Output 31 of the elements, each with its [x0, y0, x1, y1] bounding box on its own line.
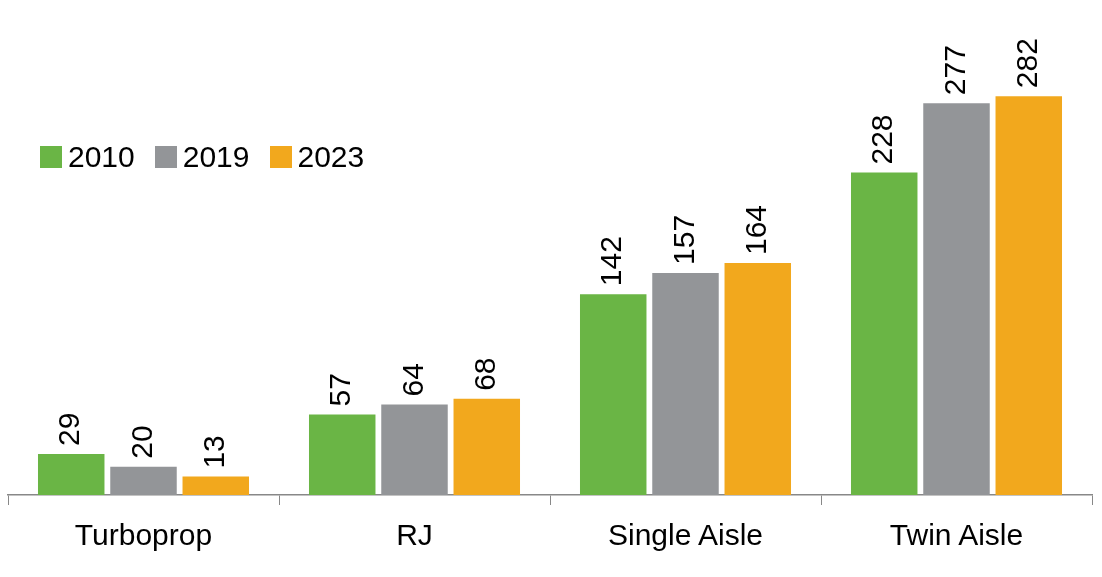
data-label: 57: [323, 373, 357, 407]
data-label: 64: [395, 363, 429, 397]
data-label: 277: [937, 45, 971, 96]
bar: [579, 294, 647, 495]
bar: [724, 263, 792, 495]
data-label: 282: [1010, 38, 1044, 89]
bar: [453, 398, 521, 495]
bar: [381, 404, 448, 495]
data-label: 20: [124, 425, 158, 459]
data-label: 142: [594, 236, 628, 287]
data-label: 13: [197, 435, 231, 469]
legend-label: 2010: [68, 140, 135, 174]
data-label: 164: [739, 204, 773, 256]
bar: [308, 414, 376, 495]
legend-label: 2019: [182, 140, 250, 174]
x-tick-label: Twin Aisle: [889, 518, 1024, 552]
bar: [182, 476, 250, 495]
bar: [923, 103, 990, 495]
bar: [110, 466, 177, 495]
x-tick-label: Turboprop: [74, 518, 213, 552]
bar: [37, 453, 105, 495]
data-label: 228: [865, 114, 899, 165]
bar: [652, 272, 719, 495]
x-tick-label: Single Aisle: [607, 518, 764, 552]
data-label: 29: [52, 412, 86, 446]
x-tick-label: RJ: [396, 518, 433, 552]
bar: [850, 172, 918, 495]
data-label: 68: [468, 357, 502, 391]
data-label: 157: [666, 214, 700, 265]
legend-label: 2023: [297, 140, 365, 174]
bar: [995, 96, 1063, 495]
